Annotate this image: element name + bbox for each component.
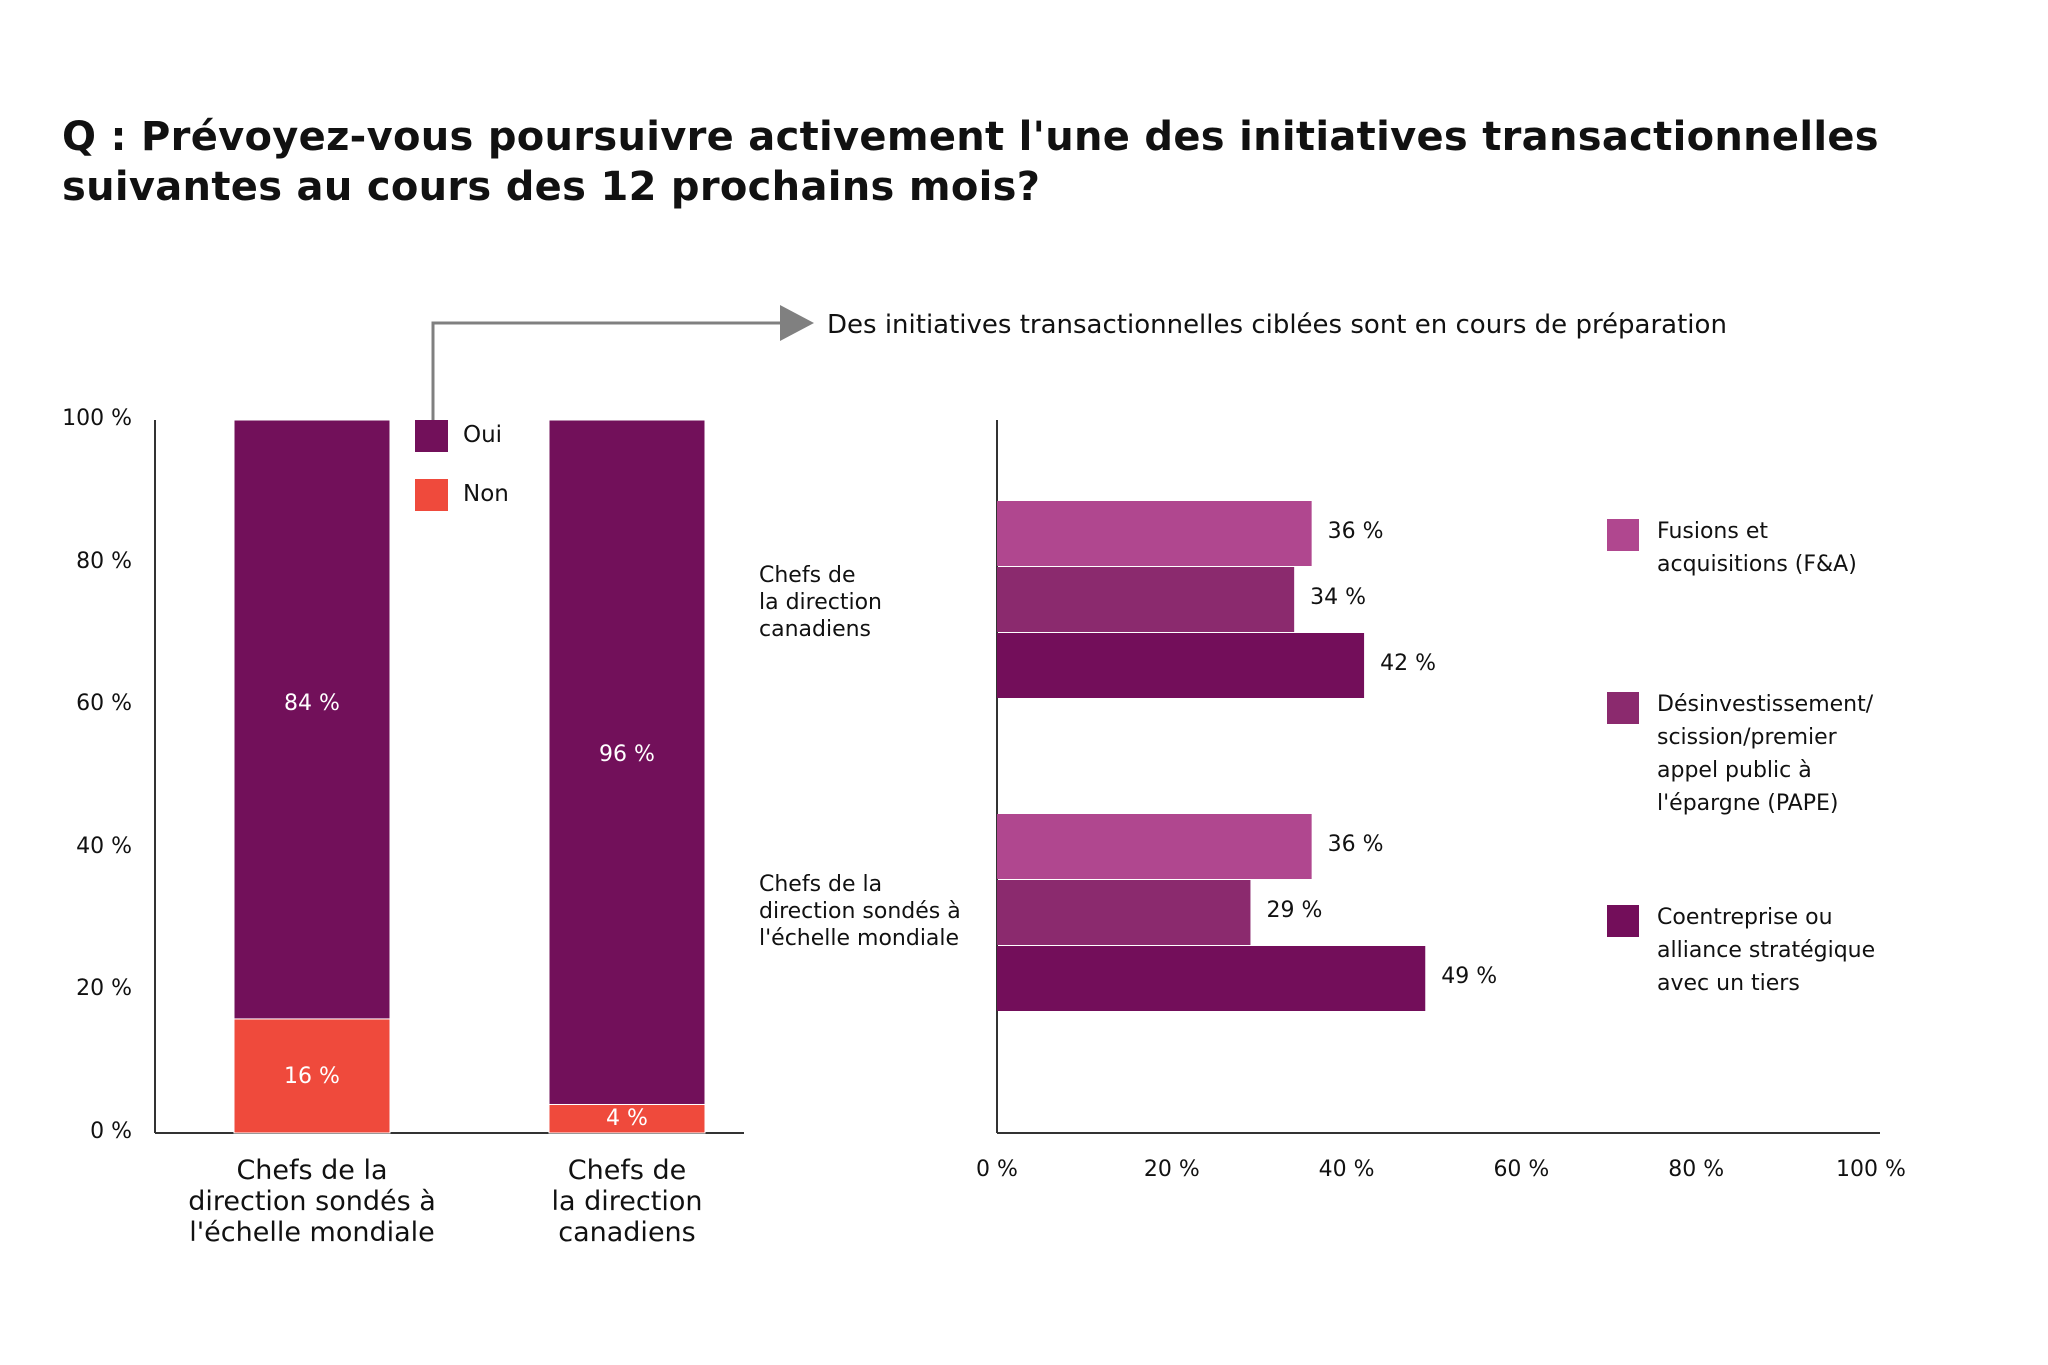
bar-oui [233, 419, 391, 1020]
group-label-line: Chefs de la [759, 872, 883, 897]
hbar-value-label: 49 % [1441, 964, 1498, 989]
x-tick-label: 20 % [1143, 1157, 1200, 1182]
group-label-line: direction sondés à [759, 899, 961, 924]
legend-label: Désinvestissement/scission/premier appel … [1657, 688, 1873, 820]
legend-label: Non [463, 481, 509, 507]
y-tick-label: 100 % [62, 406, 132, 431]
x-category-label-line: l'échelle mondiale [189, 1217, 435, 1248]
bar-value-label: 16 % [284, 1063, 340, 1089]
hbar [997, 880, 1251, 945]
y-tick-label: 80 % [76, 548, 132, 574]
group-label: Chefs de la direction canadiens [759, 562, 882, 643]
legend-swatch [1607, 905, 1639, 937]
legend-swatch [1607, 519, 1639, 551]
legend-label-line: alliance stratégique [1657, 938, 1876, 963]
x-tick-label: 60 % [1493, 1157, 1550, 1182]
x-category-label-line: la direction [551, 1186, 703, 1217]
y-tick-label: 0 % [90, 1119, 132, 1144]
legend-label-line: Désinvestissement/ [1657, 692, 1874, 717]
hbar-value-label: 34 % [1310, 585, 1367, 610]
title-line-2: suivantes au cours des 12 prochains mois… [62, 164, 1041, 210]
x-tick-label: 40 % [1318, 1157, 1375, 1182]
group-label-line: l'échelle mondiale [759, 926, 960, 951]
group-label: Chefs de la direction sondés à l'échelle m… [759, 871, 961, 952]
x-tick-label: 100 % [1836, 1157, 1906, 1182]
legend-label: Oui [463, 422, 503, 448]
legend-label: Fusions et acquisitions (F&A) [1657, 515, 1857, 581]
legend-label-line: scission/premier [1657, 725, 1837, 750]
group-label-line: canadiens [759, 617, 872, 642]
x-category-label-line: direction sondés à [188, 1186, 436, 1217]
bar-value-label: 84 % [284, 691, 340, 717]
hbar-value-label: 36 % [1327, 519, 1384, 544]
group-label-line: Chefs de [759, 563, 856, 588]
hbar-value-label: 29 % [1266, 898, 1323, 923]
hbar [997, 814, 1312, 879]
legend-label-line: avec un tiers [1657, 971, 1800, 996]
group-label-line: la direction [759, 590, 882, 615]
callout-arrowhead-icon [780, 305, 814, 341]
hbar [997, 633, 1365, 698]
chart-title: Q : Prévoyez-vous poursuivre activement … [62, 112, 1879, 212]
legend-label-line: l'épargne (PAPE) [1657, 791, 1839, 816]
y-tick-label: 60 % [76, 691, 132, 717]
x-category-label-line: Chefs de la [236, 1155, 388, 1186]
legend-label-line: appel public à [1657, 758, 1812, 783]
hbar [997, 501, 1312, 566]
y-tick-label: 20 % [76, 976, 132, 1002]
legend-label-line: acquisitions (F&A) [1657, 552, 1857, 577]
x-category-label: Chefs de la direction canadiens [467, 1155, 787, 1248]
annotation-text: Des initiatives transactionnelles ciblée… [827, 310, 1727, 340]
legend-label: Coentreprise ou alliance stratégique avec … [1657, 901, 1875, 1000]
bar-value-label: 4 % [606, 1105, 648, 1131]
hbar [997, 946, 1426, 1011]
x-category-label-line: Chefs de [567, 1155, 687, 1186]
x-tick-label: 80 % [1668, 1157, 1725, 1182]
title-line-1: Q : Prévoyez-vous poursuivre activement … [62, 114, 1879, 160]
legend-label-line: Fusions et [1657, 519, 1768, 544]
hbar-value-label: 42 % [1380, 651, 1436, 676]
legend-swatch [1607, 692, 1639, 724]
x-category-label: Chefs de la direction sondés à l'échelle m… [152, 1155, 472, 1248]
x-tick-label: 0 % [976, 1157, 1018, 1182]
legend-swatch-non [415, 479, 448, 511]
hbar-value-label: 36 % [1327, 832, 1384, 857]
bar-value-label: 96 % [599, 742, 655, 768]
legend-swatch-oui [415, 420, 448, 452]
x-category-label-line: canadiens [558, 1217, 696, 1248]
bar-oui [548, 419, 706, 1105]
legend-label-line: Coentreprise ou [1657, 905, 1833, 930]
hbar [997, 567, 1295, 632]
bar-non [233, 1018, 391, 1134]
bar-non [548, 1103, 706, 1134]
y-tick-label: 40 % [76, 833, 132, 859]
callout-arrow-line [431, 321, 785, 420]
